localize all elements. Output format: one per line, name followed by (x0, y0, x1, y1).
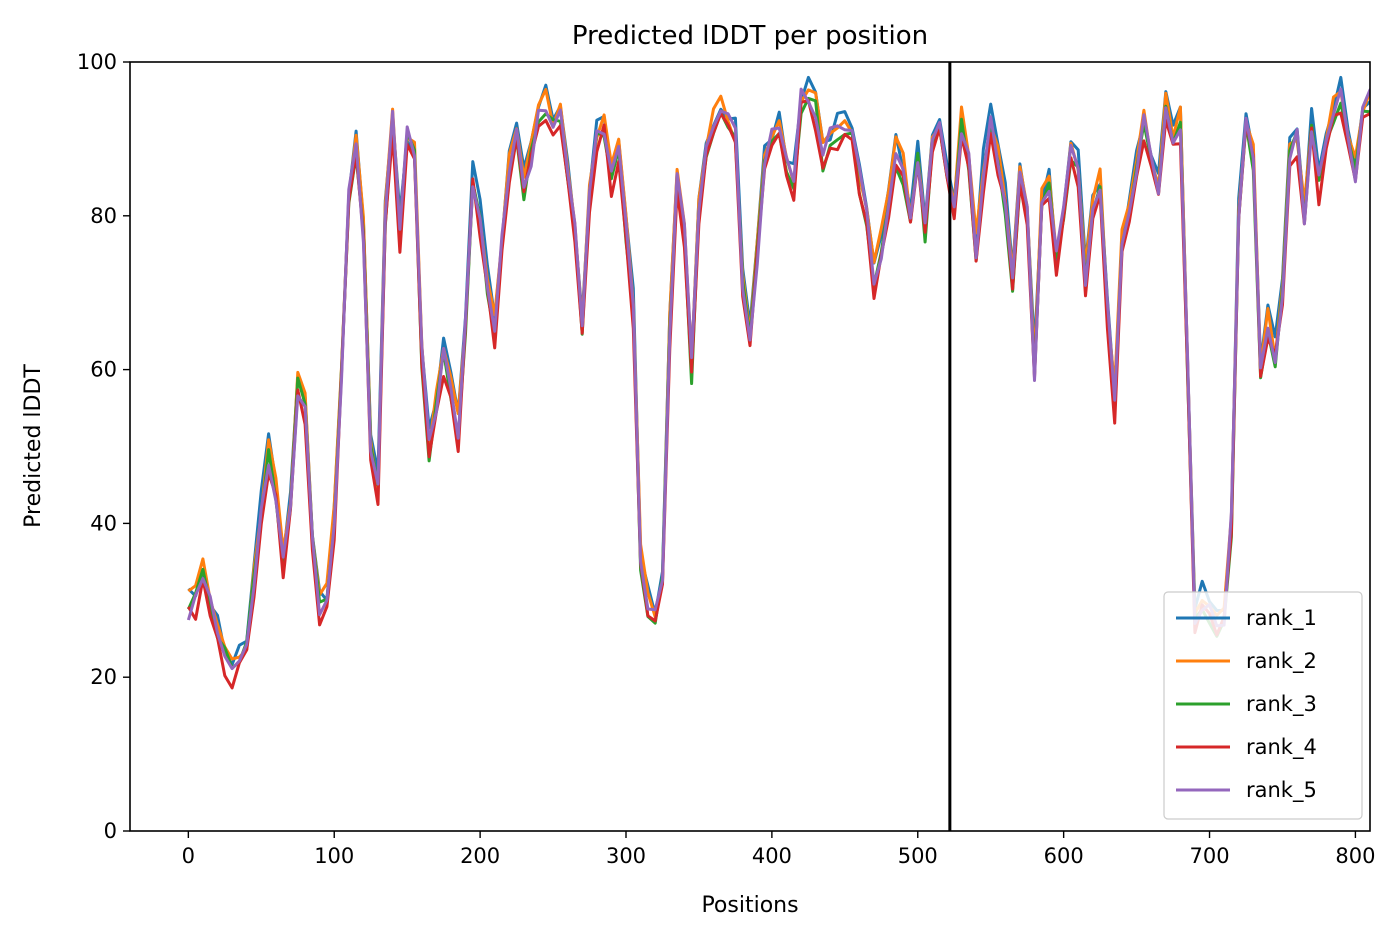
series-layer (186, 75, 1370, 690)
x-tick-label: 600 (1044, 844, 1084, 868)
x-tick-label: 300 (606, 844, 646, 868)
legend-label: rank_3 (1246, 692, 1317, 717)
y-tick-label: 20 (90, 665, 117, 689)
x-tick-label: 100 (314, 844, 354, 868)
y-axis-label: Predicted lDDT (21, 364, 46, 528)
legend-box (1163, 591, 1363, 820)
chart-title: Predicted lDDT per position (572, 21, 928, 51)
x-tick-label: 400 (752, 844, 792, 868)
legend: rank_1 rank_2 rank_3 rank_4 rank_5 (1163, 591, 1363, 820)
y-tick-label: 80 (90, 204, 117, 228)
x-axis-label: Positions (701, 893, 798, 918)
legend-label: rank_4 (1246, 735, 1317, 760)
y-tick-label: 60 (90, 358, 117, 382)
x-tick-label: 0 (182, 844, 195, 868)
x-tick-label: 800 (1335, 844, 1375, 868)
legend-label: rank_2 (1246, 649, 1317, 674)
y-tick-label: 40 (90, 511, 117, 535)
x-tick-label: 500 (898, 844, 938, 868)
x-axis: 0 100 200 300 400 500 600 700 800 (182, 831, 1375, 868)
x-tick-label: 700 (1189, 844, 1229, 868)
legend-label: rank_1 (1246, 606, 1317, 631)
legend-label: rank_5 (1246, 778, 1317, 803)
series-line-rank-5 (186, 87, 1370, 671)
x-tick-label: 200 (460, 844, 500, 868)
y-axis: 0 20 40 60 80 100 (77, 50, 130, 843)
y-tick-label: 0 (104, 819, 117, 843)
plot-frame (129, 61, 1371, 832)
y-tick-label: 100 (77, 50, 117, 74)
